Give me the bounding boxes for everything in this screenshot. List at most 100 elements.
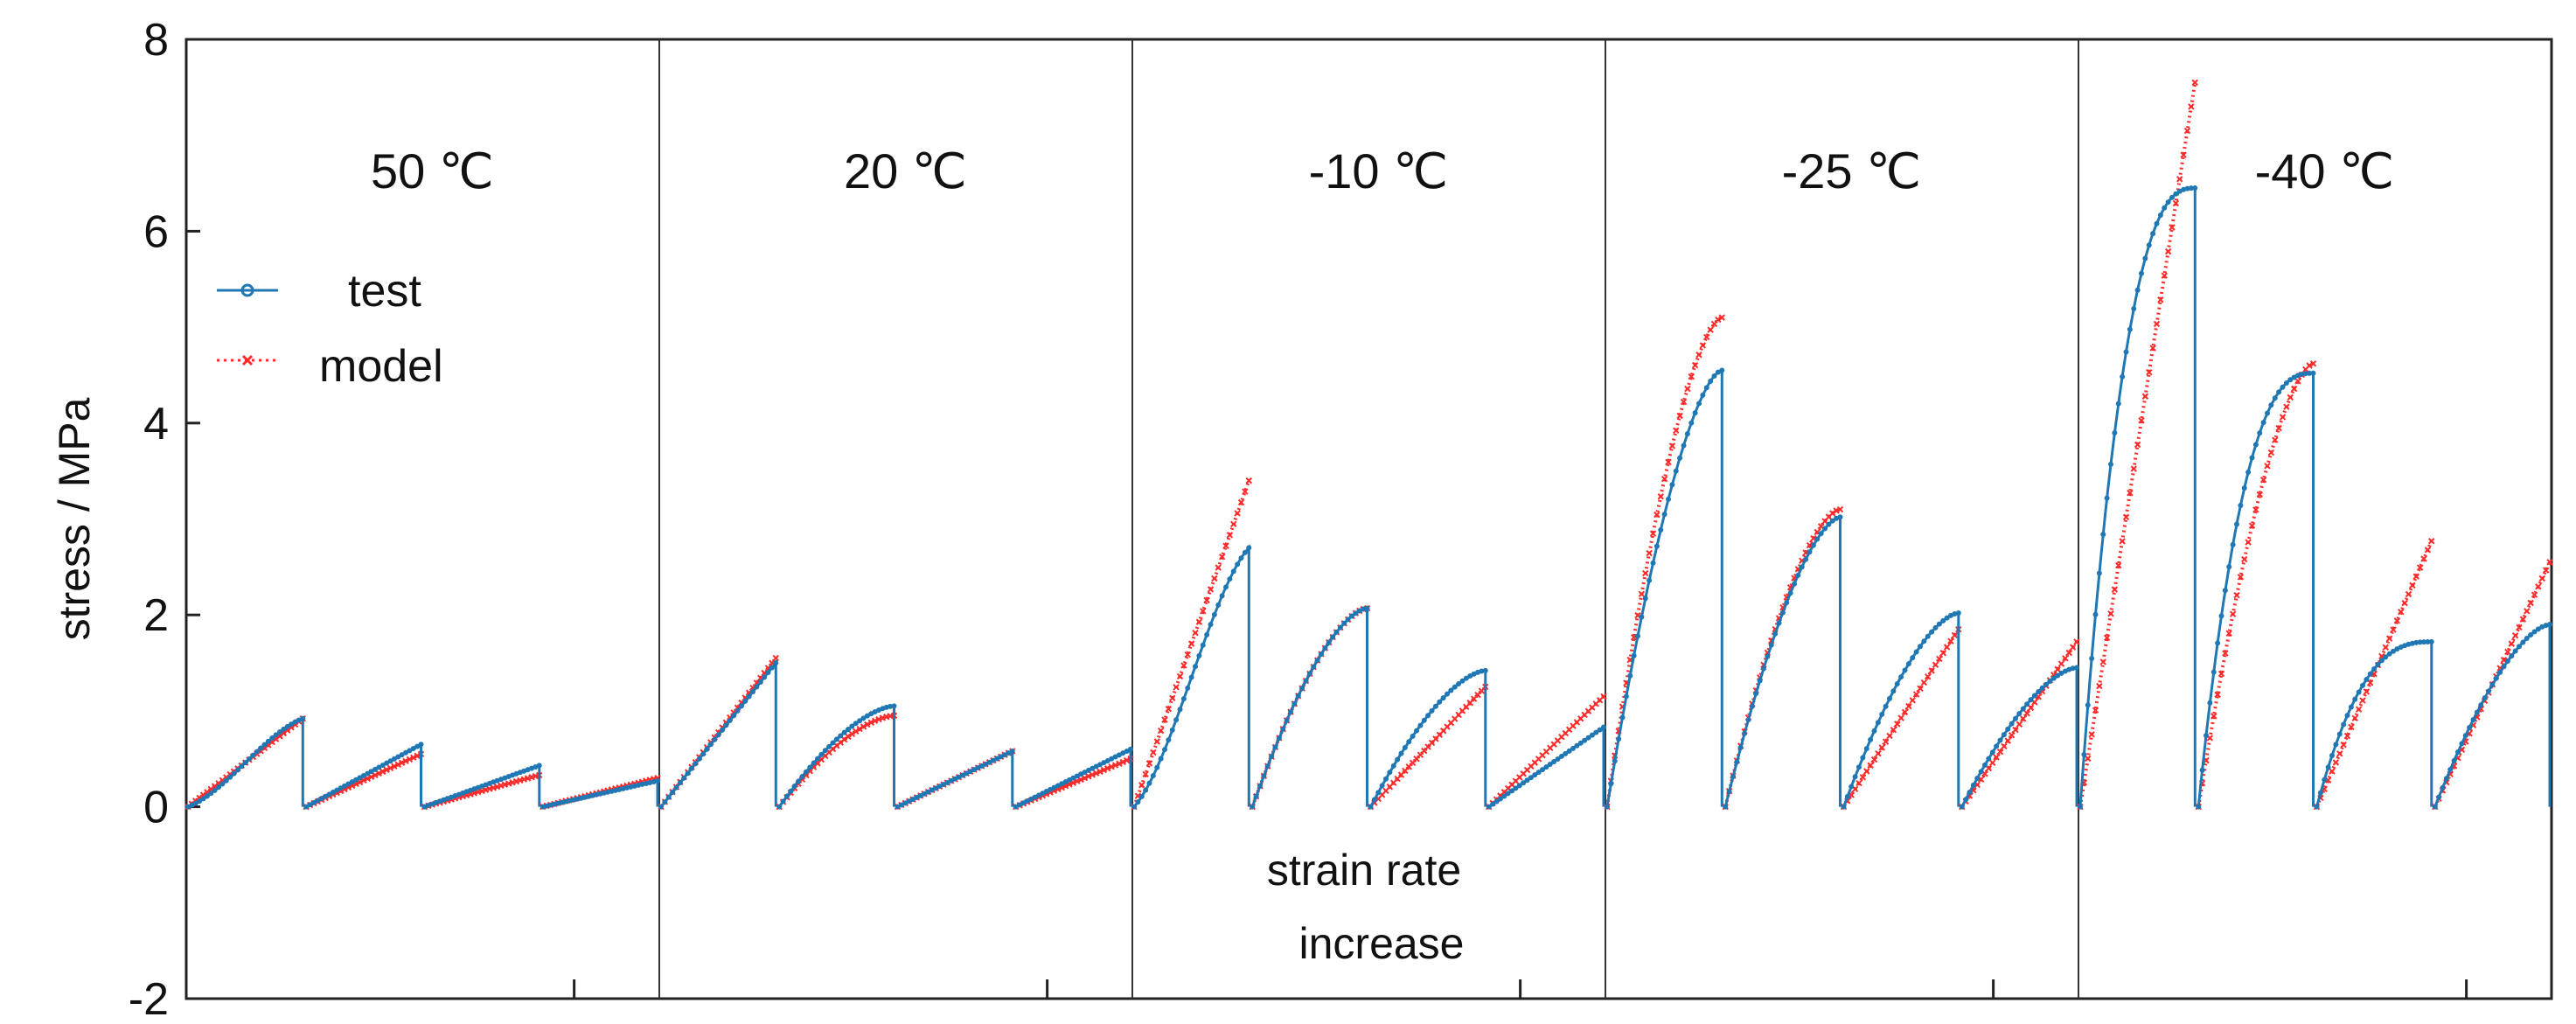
model-marker: [1695, 352, 1702, 359]
model-marker: [2348, 723, 2355, 731]
test-marker: [860, 715, 867, 721]
test-marker: [1879, 711, 1885, 717]
test-marker: [1535, 770, 1542, 776]
test-marker: [1131, 804, 1137, 810]
test-marker: [2329, 752, 2335, 758]
test-marker: [685, 770, 691, 777]
model-marker: [367, 773, 375, 781]
test-marker: [799, 774, 805, 780]
model-marker: [1123, 756, 1131, 764]
test-marker: [418, 742, 424, 748]
model-marker: [1718, 314, 1725, 321]
model-marker: [1673, 427, 1680, 434]
test-marker: [1196, 652, 1202, 658]
test-marker: [2455, 749, 2461, 756]
test-marker: [1647, 577, 1653, 583]
model-marker: [1097, 768, 1104, 776]
model-marker: [2062, 655, 2069, 662]
test-marker: [2173, 191, 2179, 197]
model-marker: [1939, 650, 1946, 657]
test-marker: [2096, 570, 2102, 576]
test-marker: [1589, 732, 1595, 738]
test-marker: [857, 718, 863, 724]
test-marker: [1456, 681, 1462, 687]
test-marker: [1566, 748, 1572, 754]
y-tick-label: 0: [143, 783, 169, 833]
model-marker: [1077, 776, 1084, 784]
test-marker: [2241, 485, 2247, 491]
test-marker: [738, 703, 744, 709]
test-marker: [2238, 502, 2244, 508]
model-marker: [2020, 715, 2027, 722]
test-marker: [2249, 455, 2255, 461]
model-marker: [414, 752, 421, 759]
test-marker: [1883, 703, 1889, 709]
test-marker: [2104, 495, 2110, 501]
test-marker: [2252, 442, 2259, 448]
test-marker: [762, 674, 768, 680]
test-marker: [2050, 675, 2057, 681]
test-marker: [2504, 658, 2510, 665]
model-marker: [1180, 662, 1187, 669]
model-marker: [867, 719, 874, 727]
test-marker: [1673, 468, 1679, 474]
test-marker: [357, 775, 363, 781]
test-marker: [1421, 717, 1427, 723]
test-marker: [1521, 780, 1527, 786]
test-marker: [670, 790, 676, 796]
model-marker: [2428, 538, 2435, 545]
test-marker: [1844, 793, 1850, 799]
test-marker: [372, 766, 378, 772]
model-marker: [2127, 489, 2134, 497]
test-marker: [2265, 410, 2270, 416]
test-marker: [1997, 737, 2003, 743]
test-marker: [1669, 482, 1675, 488]
test-marker: [665, 794, 672, 800]
model-marker: [2134, 441, 2141, 449]
test-marker: [1493, 798, 1500, 805]
test-marker: [2512, 648, 2518, 654]
test-marker: [1193, 664, 1198, 670]
test-line: [1250, 606, 1368, 808]
model-marker: [2099, 658, 2106, 665]
test-marker: [2478, 702, 2484, 708]
test-marker: [345, 781, 352, 787]
test-marker: [1261, 773, 1267, 779]
test-marker: [2283, 380, 2289, 387]
test-marker: [2154, 220, 2160, 226]
test-marker: [2348, 704, 2354, 710]
model-marker: [2290, 385, 2298, 393]
test-marker: [2356, 689, 2362, 695]
test-marker: [1459, 678, 1466, 684]
test-marker: [2127, 326, 2133, 332]
test-marker: [1383, 776, 1389, 782]
test-marker: [1692, 410, 1698, 416]
test-marker: [1211, 611, 1217, 617]
model-marker: [379, 768, 386, 776]
test-marker: [1639, 614, 1645, 620]
test-marker: [2378, 658, 2385, 664]
test-marker: [1792, 581, 1797, 587]
test-marker: [1730, 773, 1736, 779]
test-marker: [1982, 762, 1988, 768]
test-marker: [2524, 636, 2530, 642]
test-marker: [284, 723, 290, 729]
test-marker: [1799, 564, 1805, 570]
model-marker: [1676, 412, 1683, 420]
test-marker: [1582, 737, 1588, 743]
test-marker: [1894, 681, 1900, 687]
test-marker: [368, 769, 374, 775]
model-marker: [1703, 333, 1710, 341]
test-marker: [265, 738, 271, 744]
model-marker: [1119, 758, 1126, 766]
test-marker: [212, 787, 218, 793]
model-marker: [1912, 691, 1920, 698]
model-marker: [2538, 575, 2545, 582]
test-marker: [2440, 784, 2446, 791]
model-marker: [2191, 79, 2198, 87]
test-marker: [2451, 757, 2457, 763]
test-marker: [208, 791, 214, 797]
test-marker: [2428, 638, 2434, 644]
test-marker: [1486, 804, 1492, 810]
model-marker: [1173, 684, 1180, 691]
